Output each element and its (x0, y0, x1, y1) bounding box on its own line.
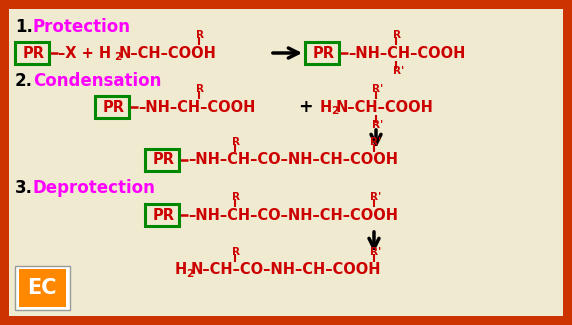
Text: PR: PR (103, 99, 125, 114)
Bar (145, 204, 179, 226)
Text: R': R' (370, 137, 382, 147)
Text: N–CH–COOH: N–CH–COOH (119, 46, 217, 60)
Text: R': R' (370, 192, 382, 202)
Text: R': R' (372, 120, 383, 130)
Text: 3.: 3. (15, 179, 33, 197)
Text: –NH–CH–COOH: –NH–CH–COOH (138, 99, 255, 114)
Text: –NH–CH–CO–NH–CH–COOH: –NH–CH–CO–NH–CH–COOH (188, 152, 398, 167)
Text: R': R' (372, 84, 383, 94)
Text: R': R' (370, 247, 382, 257)
Bar (19, 269, 66, 307)
Text: –NH–CH–CO–NH–CH–COOH: –NH–CH–CO–NH–CH–COOH (188, 207, 398, 223)
Text: PR: PR (153, 152, 175, 167)
Text: EC: EC (27, 278, 57, 298)
Text: +: + (298, 98, 313, 116)
Bar (15, 266, 70, 310)
Bar (305, 42, 339, 64)
Text: R: R (196, 30, 204, 40)
Text: Condensation: Condensation (33, 72, 161, 90)
Text: R: R (232, 247, 240, 257)
Text: N–CH–CO–NH–CH–COOH: N–CH–CO–NH–CH–COOH (191, 263, 382, 278)
Text: 2: 2 (331, 106, 338, 116)
Text: R: R (196, 84, 204, 94)
Text: PR: PR (153, 207, 175, 223)
Text: Protection: Protection (33, 18, 131, 36)
Text: 2: 2 (114, 52, 121, 62)
Bar (15, 42, 49, 64)
Text: N–CH–COOH: N–CH–COOH (336, 99, 434, 114)
Text: H: H (320, 99, 332, 114)
Text: PR: PR (313, 46, 335, 60)
Bar (145, 149, 179, 171)
Text: R: R (393, 30, 401, 40)
Text: R: R (232, 137, 240, 147)
Bar (95, 96, 129, 118)
Text: –X + H: –X + H (58, 46, 111, 60)
Text: 2: 2 (186, 269, 193, 279)
Text: Deprotection: Deprotection (33, 179, 156, 197)
Text: H: H (175, 263, 187, 278)
Text: PR: PR (23, 46, 45, 60)
Text: R': R' (393, 66, 404, 76)
Text: R: R (232, 192, 240, 202)
Text: 2.: 2. (15, 72, 33, 90)
Text: –NH–CH–COOH: –NH–CH–COOH (348, 46, 466, 60)
Text: 1.: 1. (15, 18, 33, 36)
